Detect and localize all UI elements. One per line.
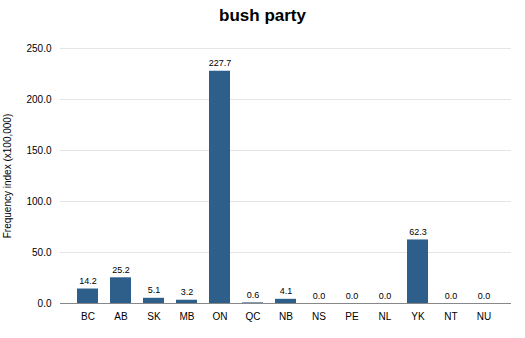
svg-text:NB: NB — [279, 311, 293, 322]
svg-text:0.0: 0.0 — [478, 291, 491, 301]
svg-text:0.6: 0.6 — [247, 290, 260, 300]
svg-text:250.0: 250.0 — [26, 43, 51, 54]
svg-text:YK: YK — [411, 311, 425, 322]
svg-text:100.0: 100.0 — [26, 196, 51, 207]
svg-text:150.0: 150.0 — [26, 145, 51, 156]
svg-text:0.0: 0.0 — [346, 291, 359, 301]
svg-text:BC: BC — [81, 311, 95, 322]
svg-text:0.0: 0.0 — [445, 291, 458, 301]
svg-text:Frequency index (x100,000): Frequency index (x100,000) — [2, 114, 13, 239]
svg-text:4.1: 4.1 — [280, 286, 293, 296]
svg-text:0.0: 0.0 — [313, 291, 326, 301]
svg-text:NU: NU — [477, 311, 491, 322]
svg-text:NL: NL — [379, 311, 392, 322]
svg-text:PE: PE — [345, 311, 359, 322]
svg-text:3.2: 3.2 — [181, 287, 194, 297]
svg-text:0.0: 0.0 — [38, 298, 52, 309]
svg-text:NS: NS — [312, 311, 326, 322]
svg-text:14.2: 14.2 — [79, 276, 97, 286]
svg-text:25.2: 25.2 — [112, 265, 130, 275]
svg-text:NT: NT — [444, 311, 457, 322]
svg-text:AB: AB — [114, 311, 128, 322]
svg-text:62.3: 62.3 — [409, 227, 427, 237]
svg-text:QC: QC — [246, 311, 261, 322]
svg-text:0.0: 0.0 — [379, 291, 392, 301]
svg-text:200.0: 200.0 — [26, 94, 51, 105]
svg-text:SK: SK — [147, 311, 161, 322]
html-text:bush party: bush party — [219, 6, 306, 25]
svg-text:ON: ON — [213, 311, 228, 322]
svg-text:MB: MB — [180, 311, 195, 322]
svg-text:5.1: 5.1 — [148, 285, 161, 295]
svg-text:50.0: 50.0 — [32, 247, 52, 258]
svg-text:227.7: 227.7 — [209, 58, 232, 68]
